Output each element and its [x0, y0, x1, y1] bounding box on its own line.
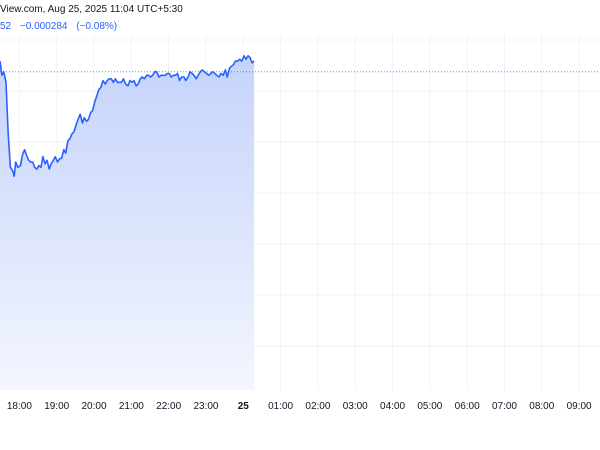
series-area-fill: [0, 55, 255, 391]
price-fragment: 52: [0, 21, 12, 32]
x-tick-label: 09:00: [567, 401, 592, 412]
chart-attribution: View.com, Aug 25, 2025 11:04 UTC+5:30: [0, 4, 183, 15]
price-change: −0.000284: [19, 21, 68, 32]
x-axis: 18:00 19:00 20:00 21:00 22:00 23:00 25 01:00 02:…: [7, 401, 592, 412]
price-change-percent: (−0.08%): [76, 21, 118, 32]
x-tick-label: 02:00: [305, 401, 330, 412]
x-tick-label: 05:00: [417, 401, 442, 412]
x-tick-label: 20:00: [82, 401, 107, 412]
price-change-row: 52 −0.000284 (−0.08%): [0, 21, 123, 32]
x-tick-label: 21:00: [119, 401, 144, 412]
x-tick-label: 06:00: [455, 401, 480, 412]
x-tick-label: 03:00: [343, 401, 368, 412]
x-tick-label: 08:00: [529, 401, 554, 412]
x-tick-label: 07:00: [492, 401, 517, 412]
x-tick-label: 19:00: [44, 401, 69, 412]
x-tick-label: 18:00: [7, 401, 32, 412]
x-tick-label: 22:00: [156, 401, 181, 412]
x-tick-label: 04:00: [380, 401, 405, 412]
x-tick-label: 01:00: [268, 401, 293, 412]
chart-series: [0, 55, 600, 391]
x-tick-label: 25: [238, 401, 250, 412]
series-line: [0, 55, 255, 177]
x-tick-label: 23:00: [193, 401, 218, 412]
